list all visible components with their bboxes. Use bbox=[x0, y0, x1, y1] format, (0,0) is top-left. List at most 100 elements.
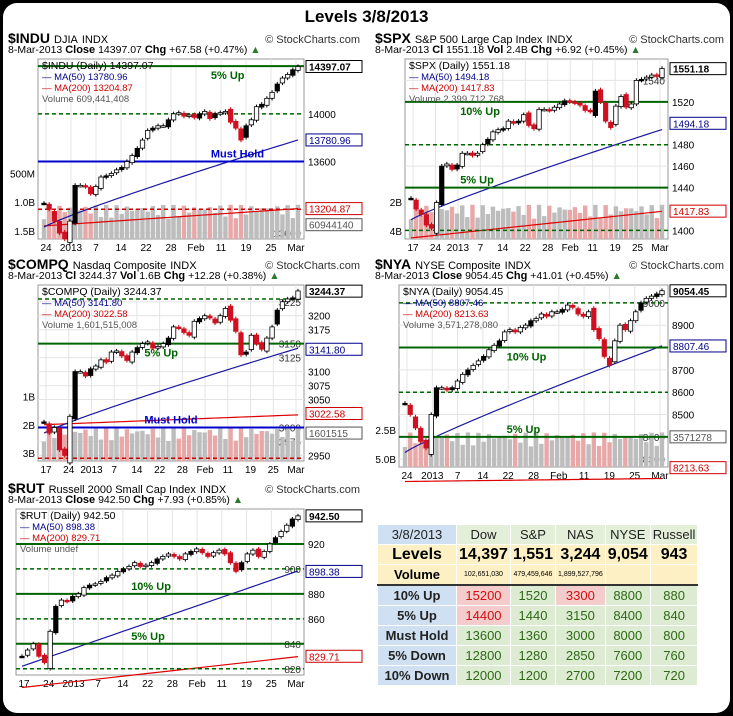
y-tick-label: 3175 bbox=[308, 326, 331, 337]
volume-bar bbox=[507, 439, 513, 467]
candle-body bbox=[512, 329, 518, 333]
candle-body bbox=[592, 90, 599, 116]
table-cell: 840 bbox=[649, 605, 699, 626]
volume-bar bbox=[591, 432, 597, 467]
candle-body bbox=[222, 549, 228, 555]
volume-bar bbox=[582, 205, 588, 239]
value-box-label: 898.38 bbox=[309, 567, 340, 578]
stat-value: +12.28 (+0.38%) bbox=[188, 270, 267, 282]
volume-bar bbox=[491, 438, 497, 467]
x-tick-label: 17 bbox=[18, 679, 30, 690]
chart-stats: 8-Mar-2013 Cl 3244.37 Vol 1.6B Chg +12.2… bbox=[8, 270, 366, 283]
volume-bar bbox=[202, 209, 207, 239]
chart-name: DJIA bbox=[54, 34, 78, 46]
volume-bar bbox=[629, 208, 634, 239]
volume-bar bbox=[275, 206, 280, 239]
candle-body bbox=[51, 427, 57, 433]
y-tick-label: 8300 bbox=[643, 455, 666, 466]
legend-item: Volume 609,441,408 bbox=[42, 94, 129, 105]
table-cell: 3000 bbox=[554, 625, 606, 646]
up-arrow-icon: ▲ bbox=[266, 270, 280, 282]
candle-body bbox=[551, 106, 558, 111]
stockcharts-watermark: © StockCharts.com bbox=[265, 484, 360, 496]
volume-bar bbox=[192, 207, 197, 239]
x-tick-label: 22 bbox=[140, 243, 152, 254]
candle-body bbox=[633, 311, 639, 322]
chart-header: $RUT Russell 2000 Small Cap Index INDX © St… bbox=[8, 480, 366, 496]
volume-bar bbox=[52, 215, 57, 239]
candle-body bbox=[93, 186, 99, 195]
y-tick-label: 3000 bbox=[279, 423, 302, 434]
stat-value: 3244.37 bbox=[79, 270, 118, 282]
x-tick-label: 19 bbox=[604, 471, 616, 482]
stockcharts-watermark: © StockCharts.com bbox=[629, 34, 724, 46]
y-tick-label: 14000 bbox=[308, 110, 336, 121]
chart-date: 8-Mar-2013 bbox=[375, 270, 430, 282]
volume-bar bbox=[570, 434, 576, 467]
ma50-line bbox=[43, 347, 299, 434]
chart-panel-compq: $COMPQ Nasdaq Composite INDX © StockCharts.… bbox=[8, 256, 366, 478]
candle-body bbox=[72, 371, 78, 420]
ma50-line bbox=[404, 345, 663, 453]
y-tick-label: 820 bbox=[284, 665, 301, 676]
candle-body bbox=[51, 210, 57, 222]
candle-body bbox=[25, 649, 31, 656]
candle-body bbox=[103, 577, 110, 582]
volume-bar bbox=[598, 218, 603, 239]
volume-bar bbox=[166, 218, 171, 239]
volume-bar bbox=[654, 445, 659, 467]
candle-body bbox=[160, 343, 166, 348]
candle-body bbox=[541, 108, 547, 112]
candle-body bbox=[46, 423, 52, 434]
candle-body bbox=[150, 342, 156, 349]
y-tick-label: 1440 bbox=[672, 184, 695, 195]
candle-body bbox=[490, 131, 496, 141]
candle-body bbox=[233, 121, 239, 129]
candle-body bbox=[659, 290, 665, 295]
candle-body bbox=[585, 311, 592, 318]
table-cell: NYSE bbox=[604, 524, 651, 545]
candle-body bbox=[290, 297, 296, 300]
volume-bar bbox=[633, 438, 638, 467]
table-cell: 14400 bbox=[456, 605, 511, 626]
y-tick-label: 840 bbox=[284, 640, 301, 651]
candle-body bbox=[199, 548, 205, 554]
value-box bbox=[305, 202, 363, 216]
candle-body bbox=[546, 109, 552, 112]
volume-bar bbox=[295, 204, 301, 239]
candle-body bbox=[623, 94, 629, 108]
volume-bar bbox=[554, 435, 560, 467]
candle-body bbox=[124, 161, 130, 169]
value-box-label: 942.50 bbox=[309, 512, 340, 523]
volume-bar bbox=[593, 204, 598, 239]
table-cell: 1440 bbox=[509, 605, 556, 626]
legend-item: — MA(200) 3022.58 bbox=[42, 309, 128, 320]
candle-body bbox=[41, 421, 47, 424]
volume-bar bbox=[109, 440, 114, 461]
x-tick-label: 17 bbox=[407, 243, 419, 254]
x-tick-label: 7 bbox=[111, 465, 117, 476]
candle-body bbox=[92, 583, 98, 586]
candle-body bbox=[502, 331, 508, 341]
chart-exchange: INDX bbox=[199, 484, 227, 496]
volume-bar bbox=[634, 211, 639, 239]
candle-body bbox=[129, 155, 135, 164]
table-cell: 3,244 bbox=[554, 544, 606, 565]
volume-bar bbox=[135, 431, 140, 461]
volume-bar bbox=[176, 216, 181, 239]
value-box bbox=[669, 62, 727, 76]
volume-bar bbox=[238, 205, 244, 239]
volume-bar bbox=[249, 206, 254, 239]
candle-body bbox=[210, 552, 217, 557]
volume-bar bbox=[155, 437, 161, 461]
candle-body bbox=[486, 349, 492, 358]
x-tick-label: 25 bbox=[632, 243, 644, 254]
volume-bar bbox=[197, 432, 202, 461]
candle-body bbox=[250, 549, 256, 555]
candle-body bbox=[154, 558, 160, 564]
x-tick-label: 24 bbox=[40, 243, 52, 254]
stat-value: +67.58 (+0.47%) bbox=[169, 44, 248, 56]
candle-body bbox=[82, 372, 89, 377]
table-cell: 720 bbox=[649, 665, 699, 686]
candle-body bbox=[176, 326, 182, 329]
